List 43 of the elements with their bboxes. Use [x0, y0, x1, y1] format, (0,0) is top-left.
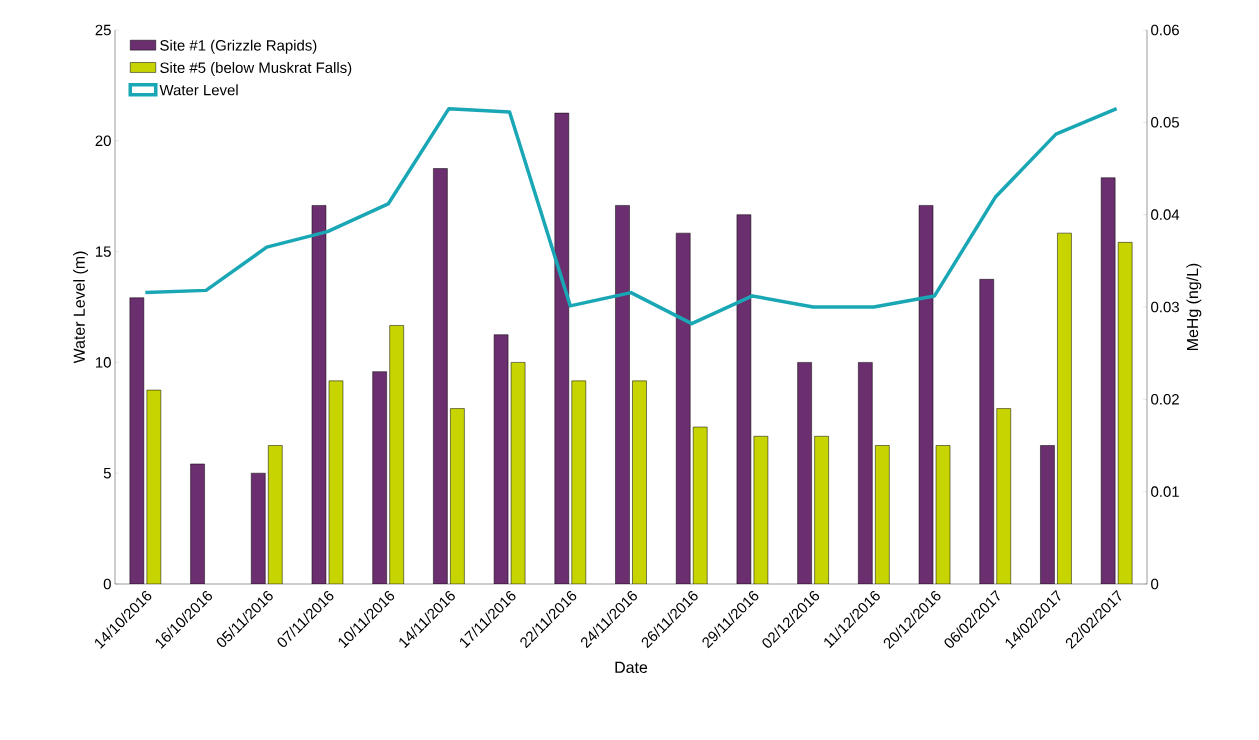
- y-tick-label: 15: [96, 246, 111, 257]
- bar: [1117, 242, 1133, 584]
- bar: [372, 371, 387, 584]
- bar: [571, 380, 586, 584]
- y2-tick-label: 0.04: [1151, 209, 1180, 220]
- legend-label: Site #5 (below Muskrat Falls): [160, 62, 352, 76]
- y2-tick-label: 0.01: [1151, 486, 1179, 497]
- bar: [268, 445, 283, 584]
- y2-tick-label: 0.03: [1151, 301, 1179, 313]
- bar: [979, 279, 994, 584]
- legend-label: Site #1 (Grizzle Rapids): [160, 39, 317, 54]
- bar: [1057, 233, 1072, 584]
- y-tick-label: 5: [103, 467, 111, 479]
- y-tick-label: 10: [96, 357, 111, 368]
- bar: [996, 408, 1011, 584]
- bar: [554, 113, 569, 584]
- y2-tick-label: 0.06: [1151, 24, 1179, 36]
- bar: [814, 436, 829, 584]
- bar: [433, 168, 448, 584]
- y-axis-title: Water Level (m): [73, 251, 89, 364]
- legend-label: Water Level: [159, 84, 238, 96]
- bar: [858, 362, 873, 584]
- bar: [632, 380, 647, 584]
- bar: [693, 427, 708, 584]
- y-tick-label: 25: [95, 24, 111, 36]
- y-tick-label: 20: [95, 135, 111, 147]
- bar: [190, 463, 205, 584]
- bar: [1040, 445, 1055, 584]
- bar: [389, 325, 404, 584]
- bar: [1100, 177, 1116, 584]
- bar: [615, 205, 630, 584]
- bar: [450, 408, 465, 584]
- x-axis-title: Date: [615, 661, 648, 673]
- y2-tick-label: 0.02: [1151, 394, 1179, 405]
- bar: [251, 473, 266, 584]
- y2-axis-title: MeHg (ng/L): [1186, 263, 1202, 350]
- line-series: [143, 106, 1119, 326]
- y2-tick-label: 0.05: [1151, 117, 1179, 128]
- bar: [676, 233, 691, 584]
- bar: [875, 445, 890, 584]
- y2-tick-label: 0: [1151, 578, 1159, 590]
- y-tick-label: 0: [103, 578, 111, 590]
- bar: [797, 362, 812, 584]
